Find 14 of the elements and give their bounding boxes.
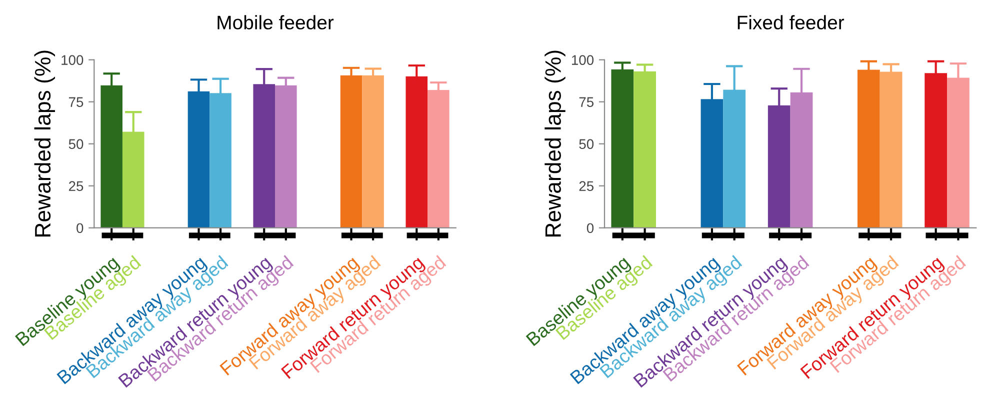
y-axis-title: Rewarded laps (%) [544, 50, 566, 236]
y-tick-label: 50 [579, 139, 594, 149]
y-tick-label: 25 [68, 181, 84, 192]
y-tick-label: 100 [572, 55, 594, 65]
y-tick-label: 100 [62, 55, 84, 65]
y-tick-label: 50 [68, 139, 84, 149]
y-axis-title: Rewarded laps (%) [34, 50, 55, 236]
y-tick-label: 25 [579, 181, 594, 192]
chart-title: Fixed feeder [738, 15, 844, 30]
y-tick-label: 75 [579, 97, 594, 107]
y-tick-label: 75 [68, 97, 84, 107]
chart-title: Mobile feeder [218, 15, 334, 30]
y-tick-label: 0 [586, 223, 594, 234]
y-tick-label: 0 [76, 223, 84, 234]
